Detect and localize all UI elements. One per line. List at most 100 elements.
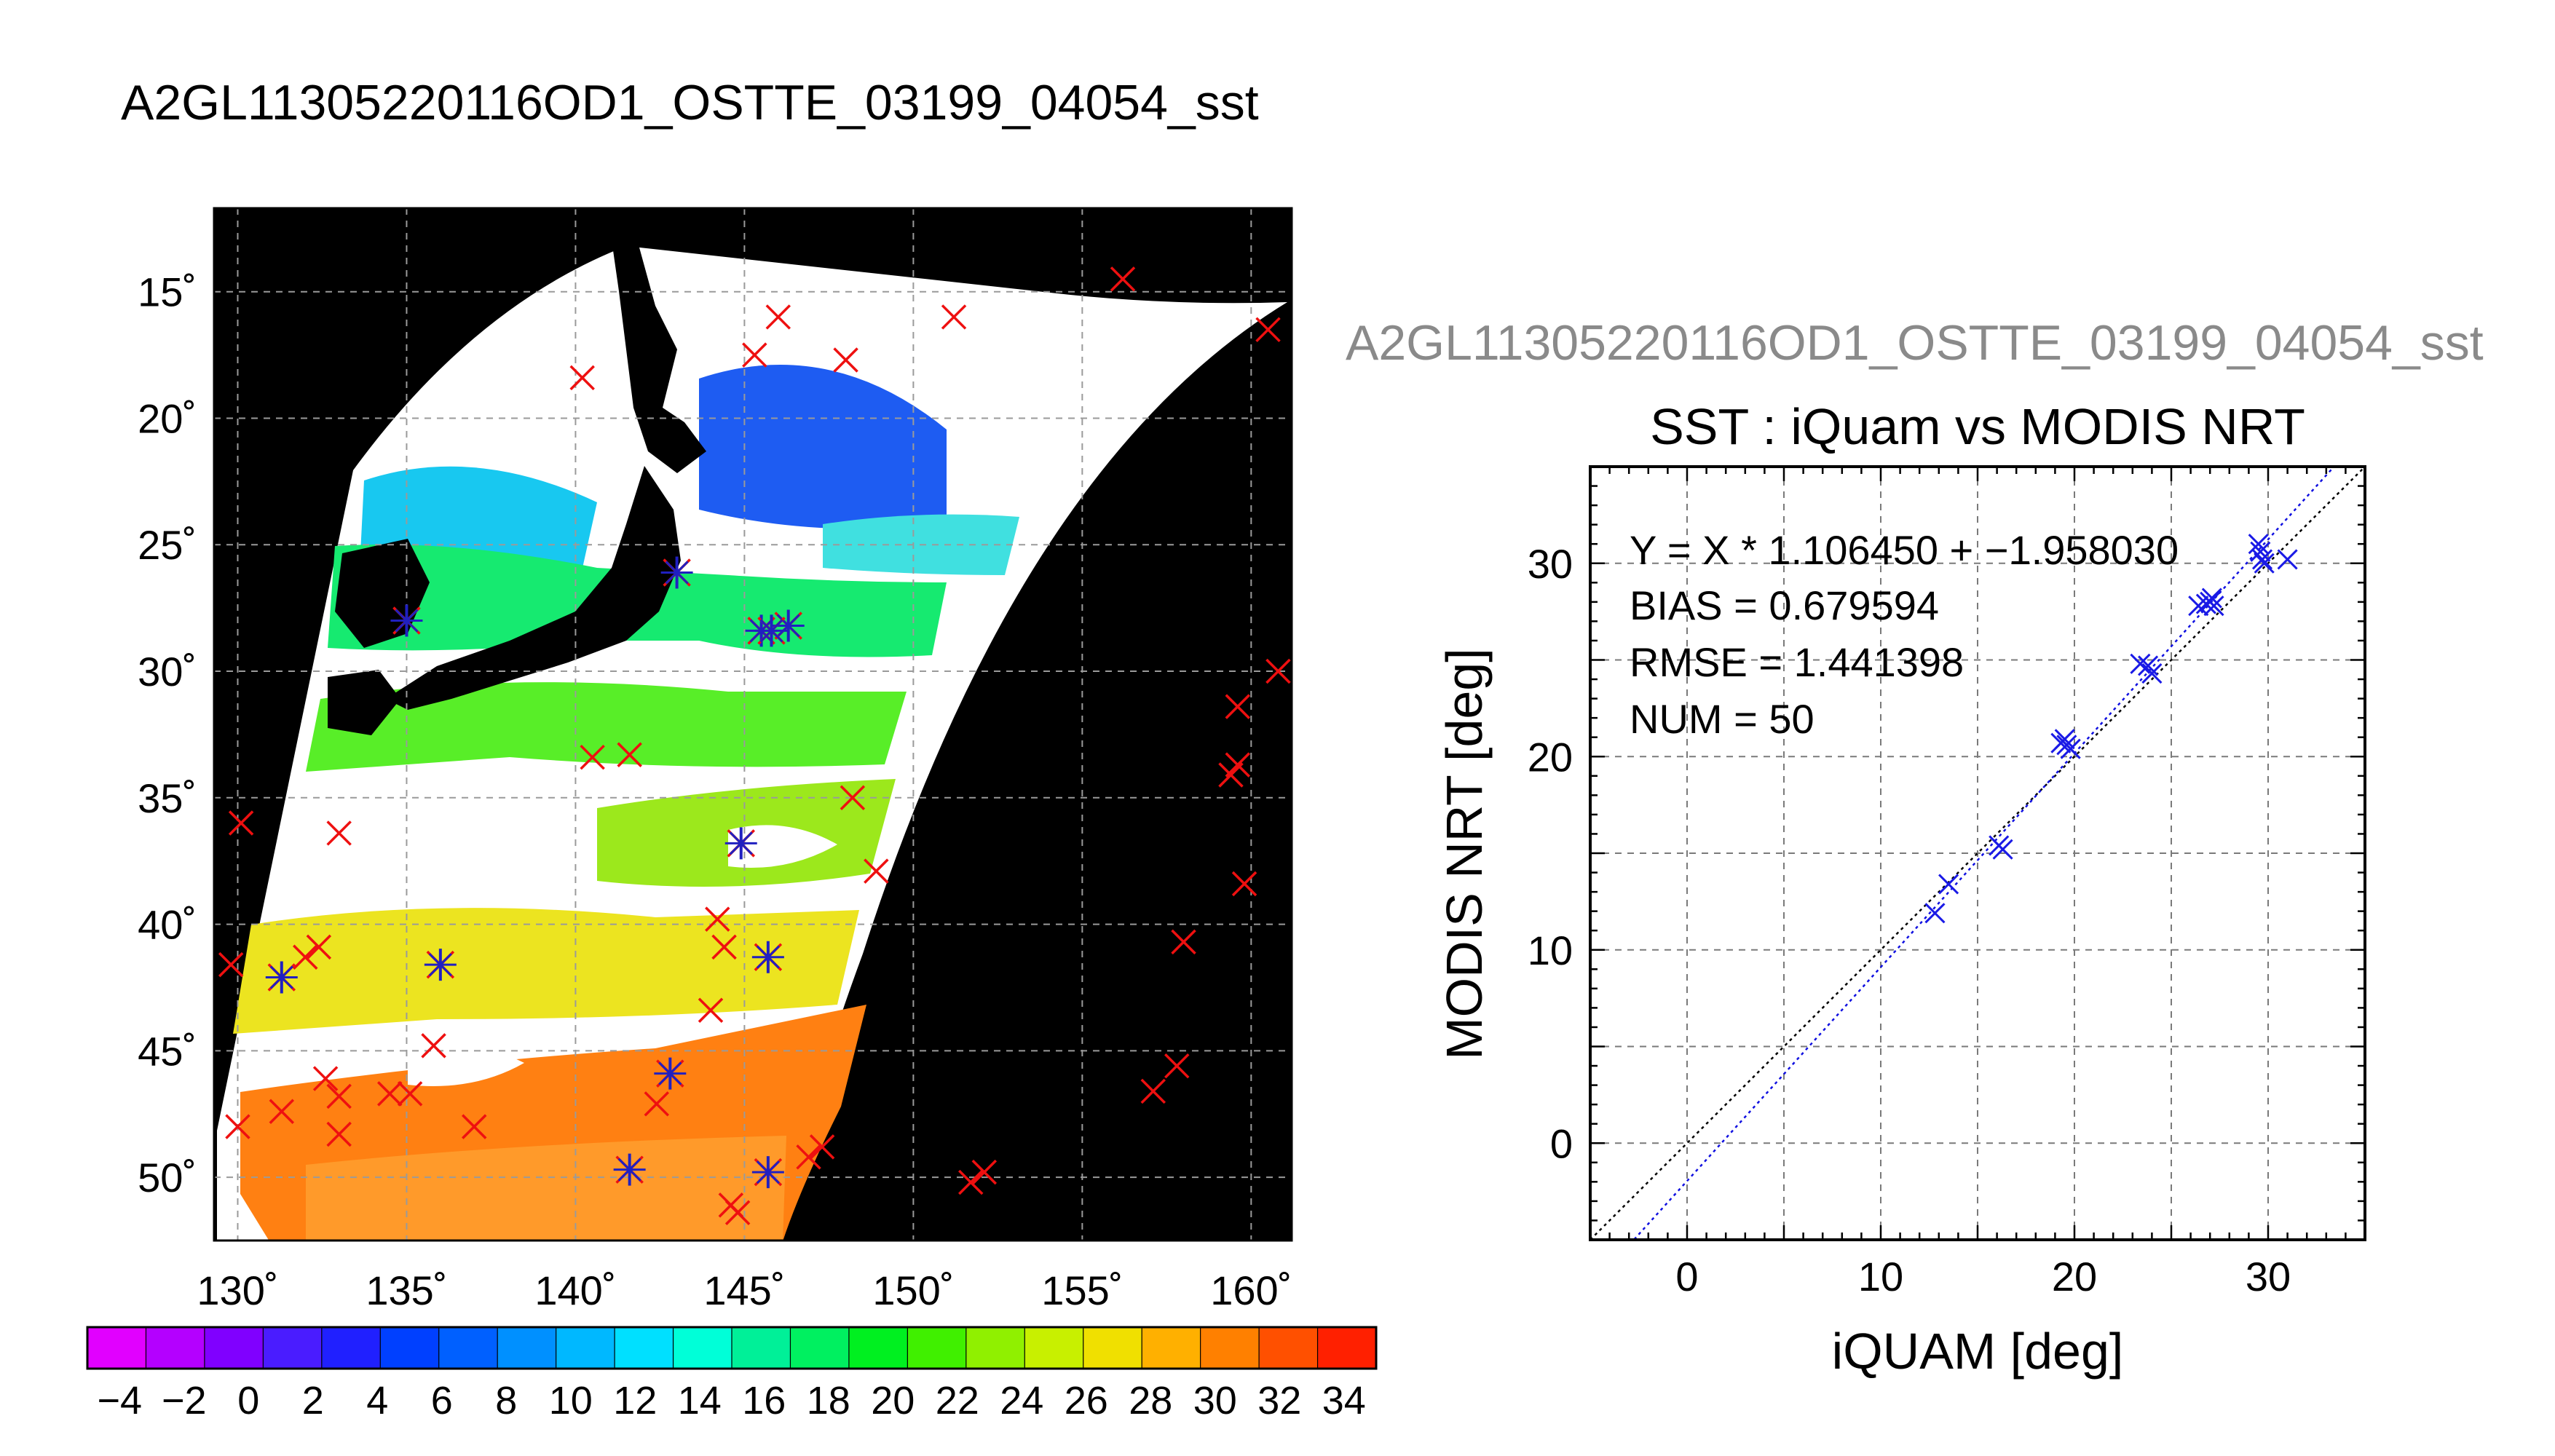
scatter-point [1924, 903, 1946, 924]
colorbar-tick-label: 22 [936, 1379, 979, 1423]
hokkaido-sakhalin [612, 218, 706, 473]
map-lat-tick-label: 50˚ [138, 1155, 197, 1200]
colorbar-tick-label: 30 [1193, 1379, 1237, 1423]
station-marker-matched [613, 1153, 646, 1186]
scatter-x-tick-label: 20 [2052, 1254, 2097, 1299]
regression-line [1632, 467, 2336, 1240]
colorbar-cell [263, 1327, 323, 1369]
scatter-y-tick-label: 0 [1550, 1120, 1573, 1166]
sst-band-blue [699, 365, 947, 529]
scatter-statistics: Y = X * 1.106450 + −1.958030 BIAS = 0.67… [1630, 527, 2179, 742]
station-marker-unmatched [1265, 658, 1291, 684]
scatter-point [2188, 596, 2209, 617]
station-marker-unmatched [711, 934, 737, 960]
map-lat-tick-label: 15˚ [138, 269, 197, 315]
station-marker-unmatched [1218, 762, 1244, 788]
colorbar-cell [556, 1327, 615, 1369]
station-marker-unmatched [1171, 929, 1196, 955]
scatter-grid [1590, 467, 2365, 1240]
colorbar-cell [1200, 1327, 1260, 1369]
station-marker-matched [390, 604, 423, 637]
colorbar-cell [790, 1327, 850, 1369]
colorbar-tick-label: 34 [1322, 1379, 1366, 1423]
station-marker-unmatched [958, 1169, 984, 1195]
colorbar-tick-label: 24 [1000, 1379, 1043, 1423]
station-marker-unmatched [698, 997, 724, 1023]
map-lat-tick-label: 40˚ [138, 902, 197, 948]
scatter-y-tick-labels: 0 10 20 30 [1528, 541, 1573, 1167]
scatter-point [2054, 729, 2075, 750]
scatter-point [2254, 553, 2275, 574]
scatter-point [2248, 534, 2269, 555]
colorbar-tick-label: 16 [742, 1379, 786, 1423]
scatter-point [2203, 596, 2224, 617]
colorbar-cell [965, 1327, 1025, 1369]
colorbar-tick-label: 28 [1129, 1379, 1172, 1423]
stats-fit-equation: Y = X * 1.106450 + −1.958030 [1630, 527, 2179, 573]
colorbar-cell [321, 1327, 381, 1369]
station-marker-unmatched [742, 342, 767, 368]
scatter-point [1992, 839, 2013, 860]
scatter-x-axis-label: iQUAM [deg] [1832, 1323, 2124, 1380]
scatter-point [2277, 549, 2298, 570]
map-grid [214, 208, 1292, 1241]
scatter-points [1924, 534, 2298, 924]
station-marker-matched [755, 614, 788, 647]
station-marker-unmatched [218, 951, 244, 978]
scatter-title: SST : iQuam vs MODIS NRT [1650, 398, 2305, 455]
colorbar-cell [732, 1327, 791, 1369]
station-marker-matched [265, 961, 298, 994]
colorbar-tick-labels: −4 −2 0 2 4 6 8 10 12 14 16 18 20 22 24 26 28 30 32 34 [97, 1379, 1365, 1423]
cloud-patch-3 [408, 1046, 524, 1086]
colorbar-tick-label: −4 [97, 1379, 142, 1423]
cloud-patch-1 [437, 782, 568, 831]
station-marker-unmatched [228, 810, 254, 836]
colorbar-cell [907, 1327, 967, 1369]
colorbar-tick-label: 4 [366, 1379, 388, 1423]
station-marker-unmatched [796, 1144, 821, 1170]
colorbar-tick-label: 0 [237, 1379, 259, 1423]
sst-band-green-mid [306, 682, 907, 772]
page-title: A2GL11305220116OD1_OSTTE_03199_04054_sst [121, 75, 1259, 130]
scatter-point [2201, 587, 2222, 609]
colorbar-cell [848, 1327, 908, 1369]
station-marker-unmatched [1110, 266, 1136, 292]
station-marker-unmatched [326, 1121, 352, 1147]
map-lon-tick-labels: 130˚ 135˚ 140˚ 145˚ 150˚ 155˚ 160˚ [197, 1267, 1292, 1313]
station-marker-unmatched [306, 934, 332, 960]
station-marker-unmatched [724, 1200, 751, 1226]
map-lon-tick-label: 140˚ [534, 1267, 616, 1313]
station-marker-unmatched [833, 347, 858, 373]
map-station-markers [218, 266, 1291, 1226]
colorbar-cell [1024, 1327, 1084, 1369]
colorbar-cell [615, 1327, 674, 1369]
station-marker-unmatched [225, 1114, 250, 1139]
colorbar-tick-label: −2 [162, 1379, 207, 1423]
station-marker-unmatched [864, 858, 889, 884]
station-marker-unmatched [377, 1081, 403, 1107]
colorbar-tick-label: 6 [431, 1379, 453, 1423]
scatter-y-tick-label: 20 [1528, 734, 1573, 780]
scatter-plot: SST : iQuam vs MODIS NRT Y = X * 1.10645… [1436, 398, 2366, 1380]
colorbar-cells [87, 1327, 1377, 1369]
station-marker-unmatched [1225, 694, 1251, 719]
colorbar-cell [380, 1327, 440, 1369]
scatter-y-axis-label: MODIS NRT [deg] [1436, 648, 1493, 1059]
map-lat-tick-labels: 50˚ 45˚ 40˚ 35˚ 30˚ 25˚ 20˚ 15˚ [138, 269, 197, 1200]
map-lon-tick-label: 160˚ [1210, 1267, 1292, 1313]
station-marker-unmatched [580, 744, 605, 770]
station-marker-unmatched [617, 742, 642, 767]
colorbar-cell [497, 1327, 557, 1369]
station-marker-unmatched [326, 820, 352, 846]
land-mask [328, 218, 706, 735]
one-to-one-line [1590, 467, 2365, 1240]
map-lon-tick-label: 145˚ [703, 1267, 785, 1313]
station-marker-matched [660, 556, 693, 589]
map-lat-tick-label: 45˚ [138, 1028, 197, 1074]
station-marker-unmatched [1140, 1078, 1166, 1104]
scatter-y-tick-label: 30 [1528, 541, 1573, 587]
station-marker-unmatched [1231, 871, 1257, 897]
station-marker-matched [772, 609, 805, 642]
station-marker-matched [751, 1156, 784, 1189]
scatter-x-tick-label: 10 [1858, 1254, 1903, 1299]
